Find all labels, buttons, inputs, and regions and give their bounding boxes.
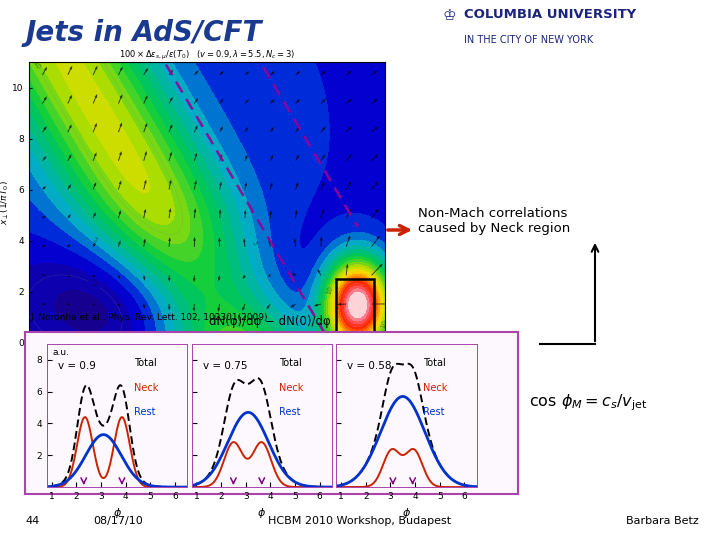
X-axis label: $\phi$: $\phi$ (112, 507, 122, 521)
Text: dN(φ)/dφ − dN(0)/dφ: dN(φ)/dφ − dN(0)/dφ (210, 315, 330, 328)
Text: 5: 5 (251, 240, 257, 245)
Text: v = 0.9: v = 0.9 (58, 361, 96, 371)
Text: ♔: ♔ (443, 8, 456, 23)
X-axis label: $\phi$: $\phi$ (402, 507, 411, 521)
Text: 44: 44 (25, 516, 40, 525)
X-axis label: $(z - vt)\pi 1$: $(z - vt)\pi 1$ (185, 358, 229, 370)
Text: Neck: Neck (134, 383, 158, 393)
Text: 5: 5 (91, 236, 98, 244)
Text: Non-Mach correlations: Non-Mach correlations (418, 207, 567, 220)
Text: v = 0.75: v = 0.75 (203, 361, 247, 371)
Text: Total: Total (134, 359, 156, 368)
Text: J. Noronha et al., Phys. Rev. Lett. 102, 102301(2009): J. Noronha et al., Phys. Rev. Lett. 102,… (30, 313, 268, 322)
Text: 10: 10 (379, 319, 388, 329)
X-axis label: $\phi$: $\phi$ (257, 507, 266, 521)
Text: $\cos\,\phi_M = c_s/v_{\mathrm{jet}}$: $\cos\,\phi_M = c_s/v_{\mathrm{jet}}$ (529, 392, 648, 413)
Text: 08/17/10: 08/17/10 (94, 516, 143, 525)
Text: Rest: Rest (134, 407, 156, 417)
Text: Neck: Neck (279, 383, 303, 393)
Text: Jets in AdS/CFT: Jets in AdS/CFT (25, 19, 261, 47)
Text: COLUMBIA UNIVERSITY: COLUMBIA UNIVERSITY (464, 8, 636, 21)
Text: Rest: Rest (423, 407, 445, 417)
Text: a.u.: a.u. (53, 348, 69, 357)
Text: 10: 10 (31, 59, 41, 70)
Y-axis label: $x_\perp(1/\pi T_0)$: $x_\perp(1/\pi T_0)$ (0, 180, 11, 225)
Title: $100 \times \Delta\epsilon_{s,\mu}/\epsilon(T_0)$   $(v=0.9, \lambda=5.5, N_c=3): $100 \times \Delta\epsilon_{s,\mu}/\epsi… (119, 49, 295, 62)
Text: 2: 2 (45, 332, 51, 339)
Text: Barbara Betz: Barbara Betz (626, 516, 698, 525)
Text: Total: Total (423, 359, 446, 368)
Text: v = 0.58: v = 0.58 (348, 361, 392, 371)
Bar (336, 279, 374, 335)
Text: caused by Neck region: caused by Neck region (418, 222, 570, 235)
Text: 2: 2 (91, 281, 98, 288)
Text: Rest: Rest (279, 407, 300, 417)
Text: Total: Total (279, 359, 301, 368)
Text: IN THE CITY OF NEW YORK: IN THE CITY OF NEW YORK (464, 35, 594, 45)
Text: 10: 10 (326, 285, 334, 295)
Text: Neck: Neck (423, 383, 448, 393)
Text: HCBM 2010 Workshop, Budapest: HCBM 2010 Workshop, Budapest (269, 516, 451, 525)
